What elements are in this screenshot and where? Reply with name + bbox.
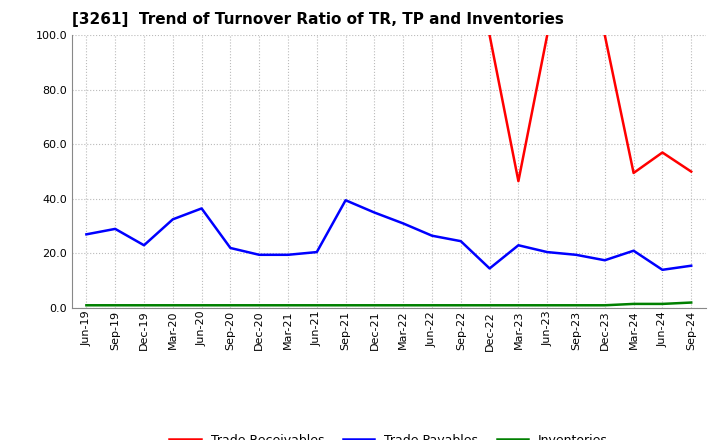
Trade Payables bbox=[485, 266, 494, 271]
Trade Receivables bbox=[514, 179, 523, 184]
Trade Payables bbox=[543, 249, 552, 255]
Inventories bbox=[572, 303, 580, 308]
Trade Payables bbox=[399, 221, 408, 226]
Trade Payables bbox=[284, 252, 292, 257]
Inventories bbox=[82, 303, 91, 308]
Inventories bbox=[658, 301, 667, 307]
Inventories bbox=[168, 303, 177, 308]
Trade Payables bbox=[197, 206, 206, 211]
Inventories bbox=[111, 303, 120, 308]
Inventories bbox=[399, 303, 408, 308]
Inventories bbox=[370, 303, 379, 308]
Inventories bbox=[485, 303, 494, 308]
Trade Payables bbox=[687, 263, 696, 268]
Inventories bbox=[428, 303, 436, 308]
Trade Payables bbox=[111, 226, 120, 231]
Line: Trade Payables: Trade Payables bbox=[86, 200, 691, 270]
Trade Payables bbox=[572, 252, 580, 257]
Inventories bbox=[284, 303, 292, 308]
Inventories bbox=[514, 303, 523, 308]
Trade Payables bbox=[312, 249, 321, 255]
Inventories bbox=[687, 300, 696, 305]
Trade Payables bbox=[226, 246, 235, 251]
Trade Payables bbox=[600, 258, 609, 263]
Inventories bbox=[456, 303, 465, 308]
Trade Payables bbox=[255, 252, 264, 257]
Trade Payables bbox=[140, 242, 148, 248]
Trade Receivables bbox=[543, 33, 552, 38]
Trade Payables bbox=[514, 242, 523, 248]
Inventories bbox=[629, 301, 638, 307]
Inventories bbox=[543, 303, 552, 308]
Inventories bbox=[341, 303, 350, 308]
Legend: Trade Receivables, Trade Payables, Inventories: Trade Receivables, Trade Payables, Inven… bbox=[164, 429, 613, 440]
Trade Payables bbox=[341, 198, 350, 203]
Trade Receivables bbox=[485, 33, 494, 38]
Inventories bbox=[255, 303, 264, 308]
Trade Payables bbox=[428, 233, 436, 238]
Trade Payables bbox=[168, 216, 177, 222]
Inventories bbox=[140, 303, 148, 308]
Inventories bbox=[312, 303, 321, 308]
Trade Payables bbox=[629, 248, 638, 253]
Trade Payables bbox=[658, 267, 667, 272]
Inventories bbox=[226, 303, 235, 308]
Text: [3261]  Trend of Turnover Ratio of TR, TP and Inventories: [3261] Trend of Turnover Ratio of TR, TP… bbox=[72, 12, 564, 27]
Trade Payables bbox=[370, 210, 379, 215]
Line: Trade Receivables: Trade Receivables bbox=[490, 35, 547, 181]
Inventories bbox=[600, 303, 609, 308]
Line: Inventories: Inventories bbox=[86, 303, 691, 305]
Inventories bbox=[197, 303, 206, 308]
Trade Payables bbox=[456, 238, 465, 244]
Trade Payables bbox=[82, 232, 91, 237]
